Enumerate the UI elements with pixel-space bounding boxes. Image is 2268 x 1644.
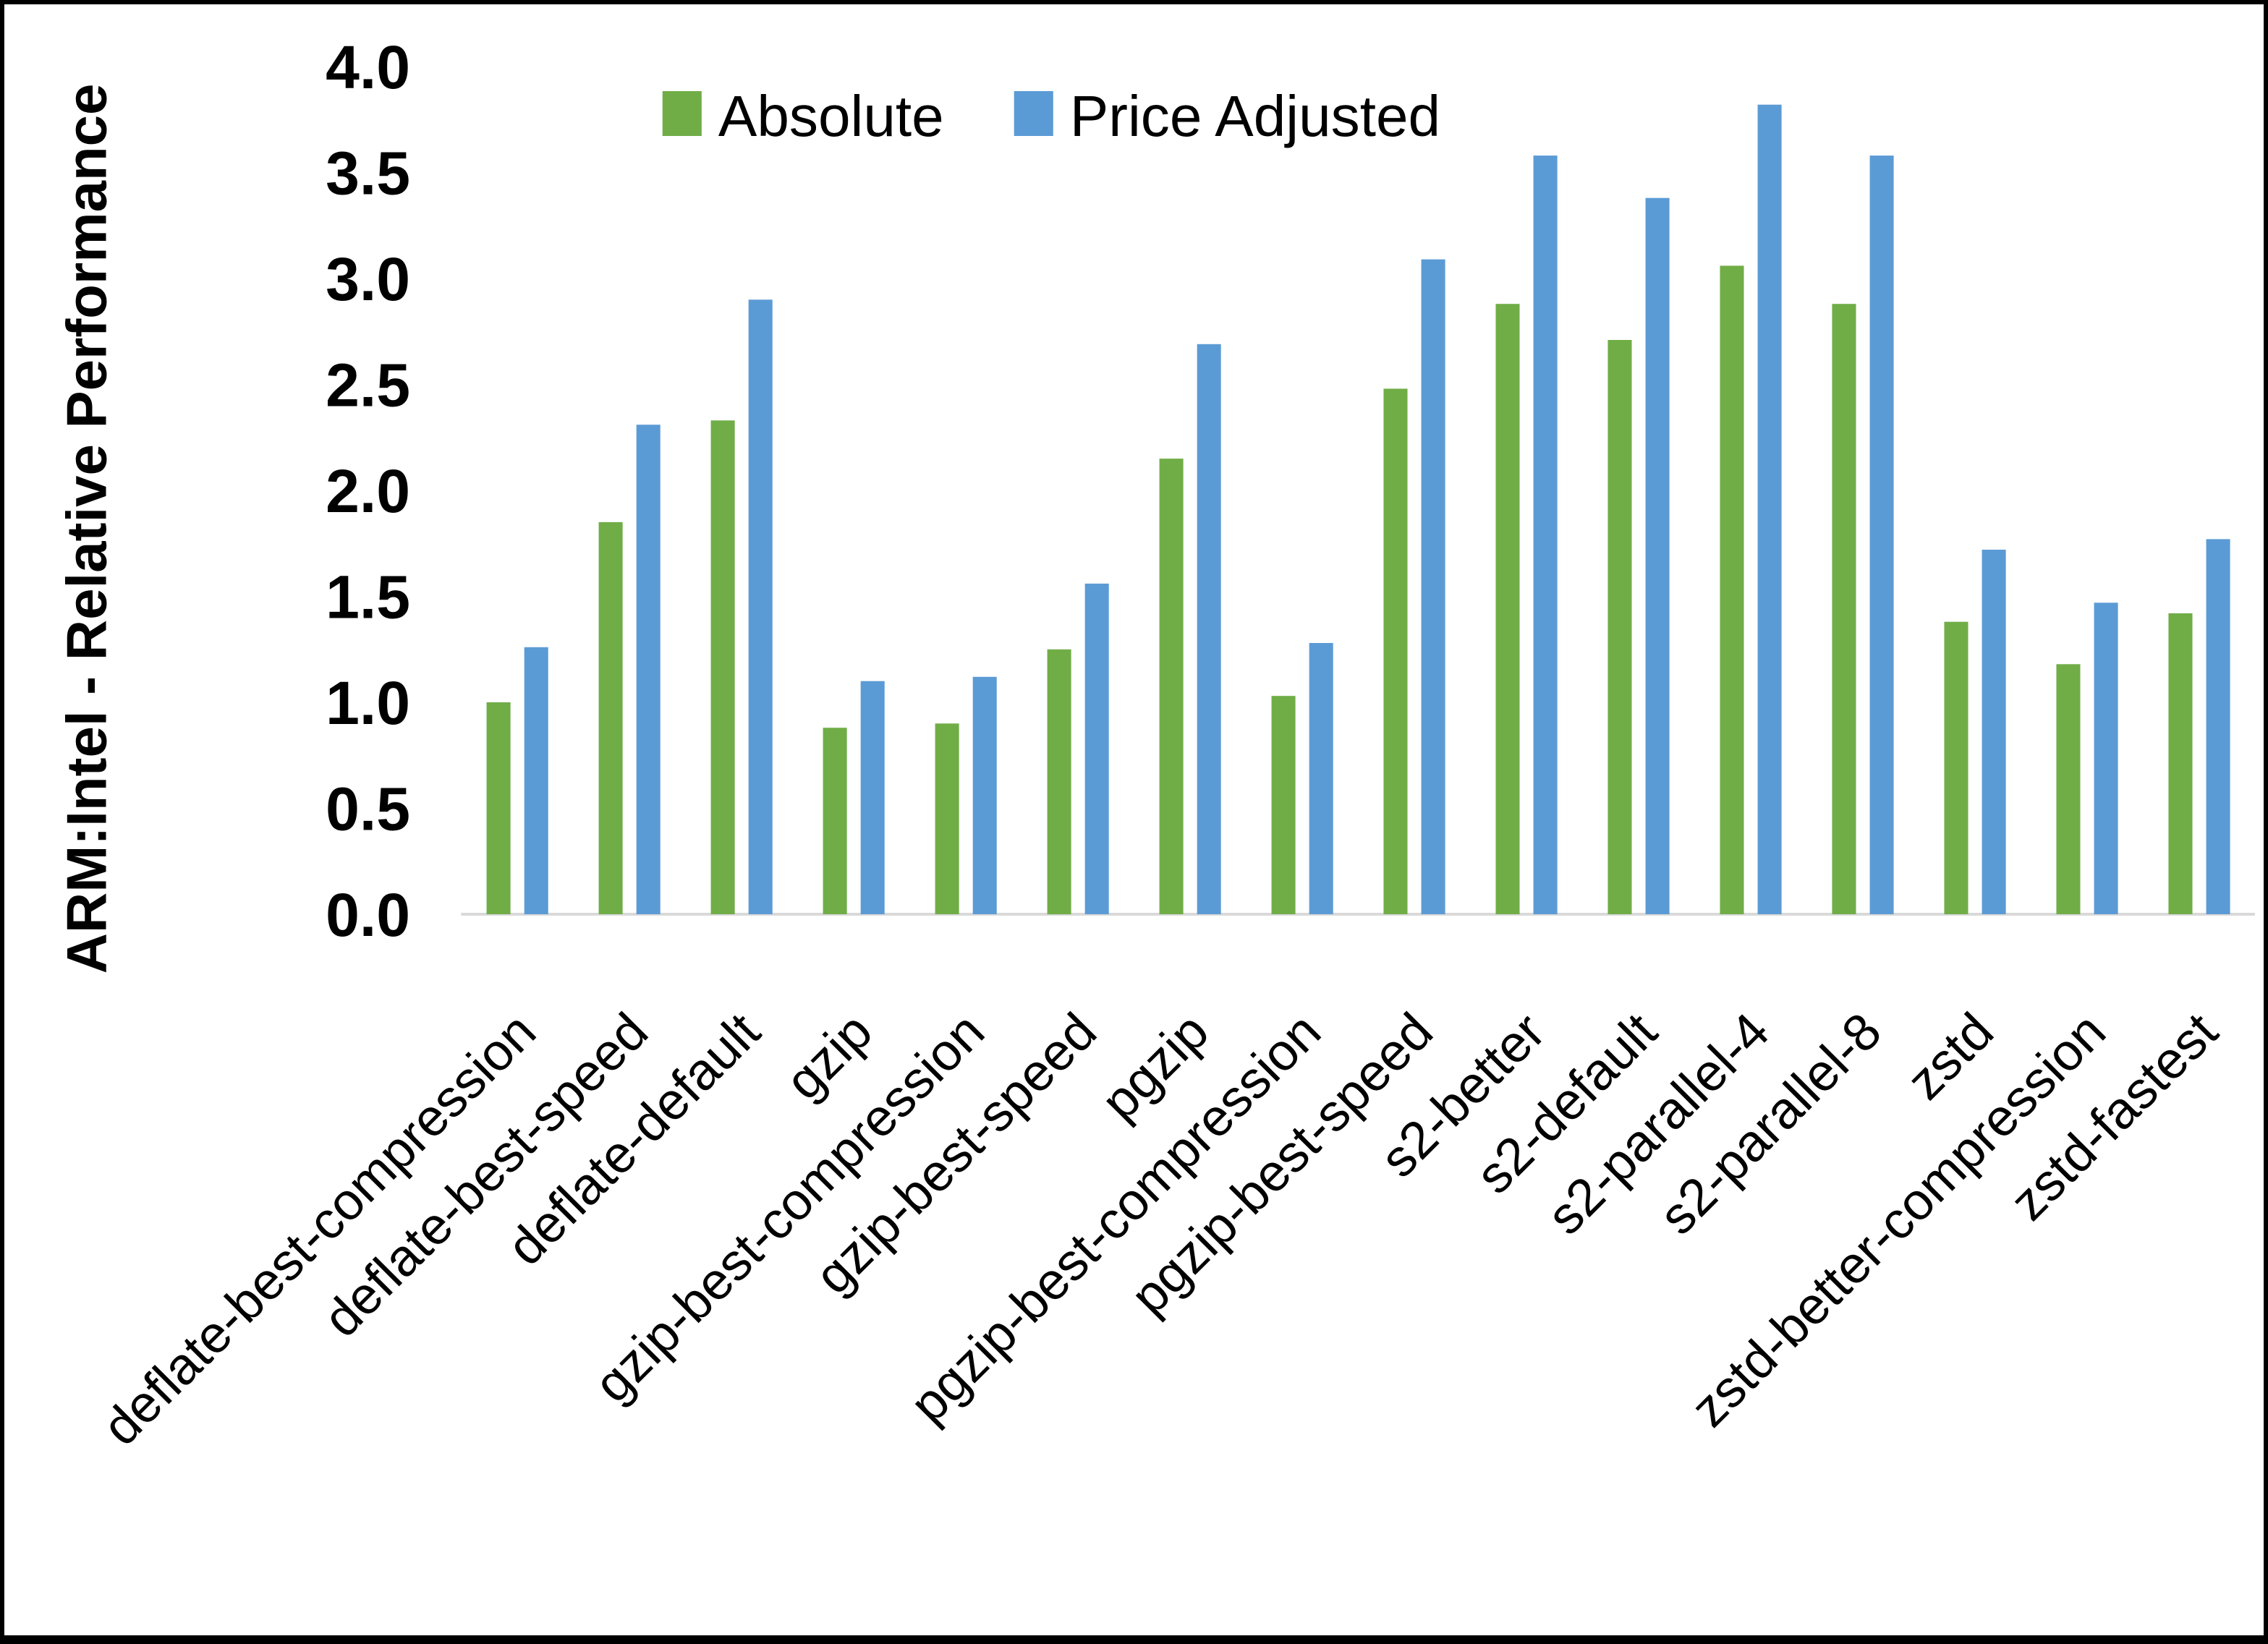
- bar-absolute-pgzip: [1159, 459, 1184, 914]
- bar-absolute-zstd-fastest: [2168, 613, 2193, 914]
- bar-price-adjusted-s2-default: [1645, 197, 1670, 914]
- bar-price-adjusted-gzip-best-speed: [1084, 583, 1109, 914]
- y-axis-title: ARM:Intel - Relative Performance: [54, 84, 118, 974]
- y-tick-label-3.0: 3.0: [326, 245, 410, 313]
- bar-price-adjusted-s2-better: [1533, 156, 1558, 915]
- y-tick-label-1.5: 1.5: [326, 563, 410, 631]
- bar-price-adjusted-gzip: [860, 681, 885, 914]
- bar-price-adjusted-deflate-best-compression: [524, 647, 548, 914]
- bar-absolute-s2-parallel-8: [1832, 304, 1856, 914]
- bar-price-adjusted-s2-parallel-8: [1869, 156, 1894, 915]
- y-tick-label-2.5: 2.5: [326, 352, 410, 419]
- bar-absolute-zstd: [1944, 621, 1968, 914]
- bar-absolute-pgzip-best-speed: [1383, 388, 1408, 914]
- y-tick-label-1.0: 1.0: [326, 669, 410, 737]
- bar-price-adjusted-deflate-default: [748, 299, 773, 914]
- bar-groups: [486, 104, 2230, 915]
- bar-price-adjusted-s2-parallel-4: [1757, 104, 1782, 915]
- bar-price-adjusted-pgzip-best-compression: [1309, 643, 1333, 914]
- bar-price-adjusted-zstd: [1982, 550, 2006, 914]
- bar-absolute-s2-better: [1495, 304, 1520, 914]
- bar-absolute-deflate-default: [710, 420, 735, 914]
- y-tick-label-0.0: 0.0: [326, 881, 410, 949]
- bar-price-adjusted-zstd-better-compression: [2094, 602, 2118, 914]
- y-tick-label-3.5: 3.5: [326, 140, 410, 208]
- bar-price-adjusted-pgzip-best-speed: [1421, 259, 1445, 915]
- legend-swatch-absolute: [662, 91, 702, 136]
- x-label-deflate-best-compression: deflate-best-compression: [92, 1002, 547, 1457]
- bar-chart-canvas: ARM:Intel - Relative Performance Absolut…: [54, 33, 2255, 1457]
- bar-absolute-gzip-best-speed: [1047, 649, 1071, 915]
- bar-absolute-s2-default: [1607, 340, 1632, 914]
- y-tick-label-2.0: 2.0: [326, 457, 410, 525]
- x-axis-category-labels: deflate-best-compressiondeflate-best-spe…: [92, 1002, 2229, 1457]
- legend: Absolute Price Adjusted: [662, 84, 1440, 148]
- y-axis-tick-labels: 0.0 0.5 1.0 1.5 2.0 2.5 3.0 3.5 4.0: [326, 33, 410, 949]
- legend-swatch-price-adjusted: [1014, 91, 1053, 136]
- bar-absolute-gzip-best-compression: [935, 723, 959, 914]
- bar-absolute-deflate-best-speed: [598, 521, 623, 914]
- y-tick-label-0.5: 0.5: [326, 775, 410, 843]
- bar-price-adjusted-gzip-best-compression: [972, 676, 997, 914]
- bar-absolute-gzip: [823, 728, 847, 914]
- bar-absolute-s2-parallel-4: [1720, 265, 1744, 914]
- bar-absolute-pgzip-best-compression: [1271, 696, 1296, 914]
- bar-price-adjusted-zstd-fastest: [2206, 539, 2230, 914]
- bar-price-adjusted-pgzip: [1197, 344, 1221, 914]
- y-tick-label-4.0: 4.0: [326, 33, 410, 101]
- bar-absolute-deflate-best-compression: [486, 702, 511, 914]
- legend-label-price-adjusted: Price Adjusted: [1070, 84, 1440, 148]
- bar-price-adjusted-deflate-best-speed: [636, 425, 661, 914]
- legend-label-absolute: Absolute: [718, 84, 944, 148]
- bar-absolute-zstd-better-compression: [2056, 664, 2081, 914]
